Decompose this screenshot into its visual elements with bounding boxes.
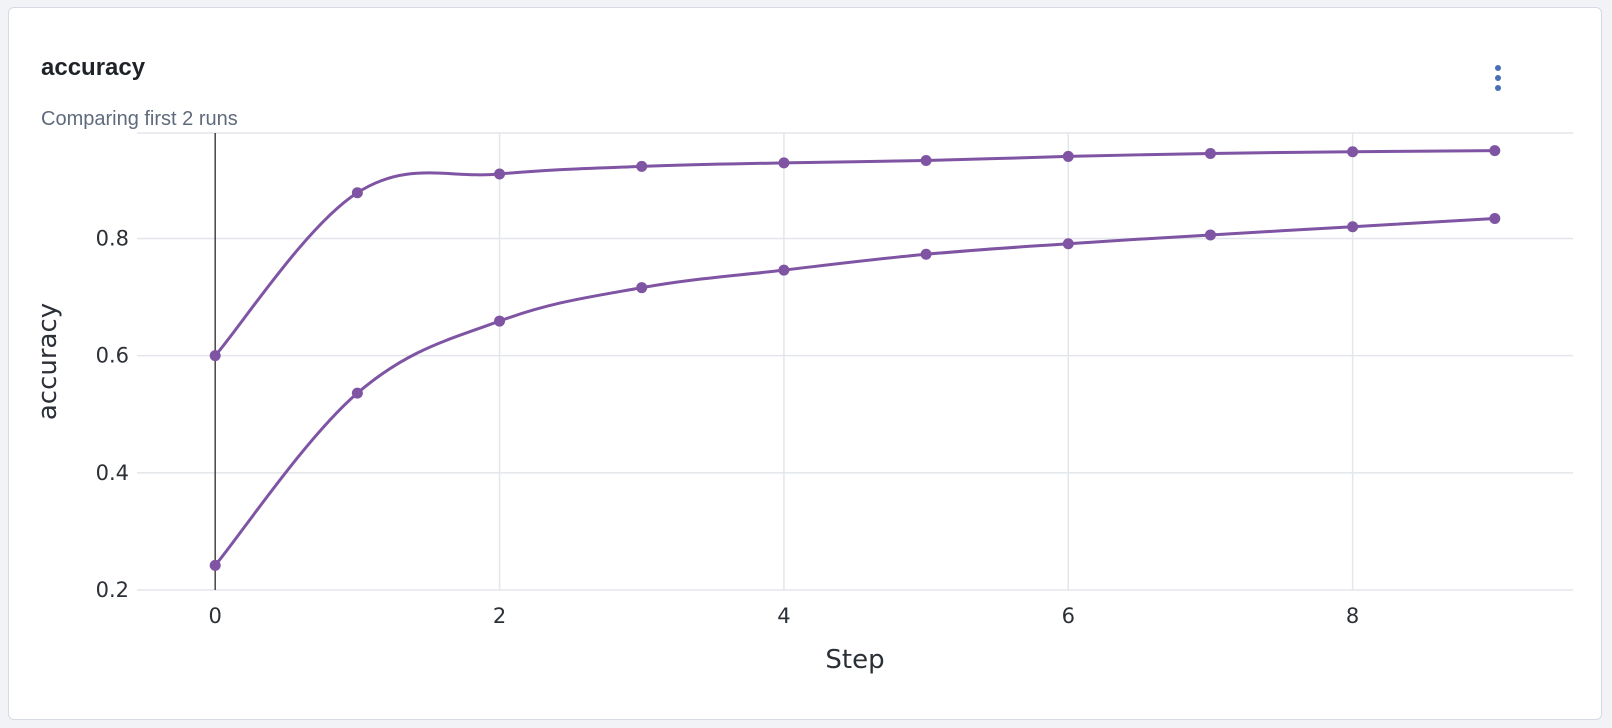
data-point bbox=[351, 387, 363, 399]
more-options-button[interactable] bbox=[1481, 58, 1515, 98]
data-point bbox=[1347, 146, 1359, 158]
more-vertical-icon-dot bbox=[1495, 75, 1501, 81]
data-point bbox=[1204, 148, 1216, 160]
series-lines bbox=[209, 145, 1501, 571]
data-point bbox=[494, 168, 506, 180]
tick-labels: 0.2 0.4 0.6 0.8 0 2 4 6 8 bbox=[96, 226, 1360, 628]
x-tick-label: 6 bbox=[1062, 604, 1075, 628]
y-tick-label: 0.4 bbox=[96, 461, 129, 485]
data-point bbox=[1062, 150, 1074, 162]
series-line-1 bbox=[213, 149, 1497, 358]
data-point bbox=[1489, 145, 1501, 157]
y-tick-label: 0.2 bbox=[96, 578, 129, 602]
more-vertical-icon bbox=[1495, 65, 1501, 71]
data-point bbox=[209, 350, 221, 362]
data-point bbox=[1489, 213, 1501, 225]
y-tick-label: 0.6 bbox=[96, 344, 129, 368]
data-point bbox=[778, 264, 790, 276]
y-tick-label: 0.8 bbox=[96, 226, 129, 250]
data-point bbox=[920, 155, 932, 167]
data-point bbox=[1204, 229, 1216, 241]
grid-lines bbox=[137, 132, 1573, 591]
panel-title: accuracy bbox=[41, 54, 146, 81]
x-tick-label: 8 bbox=[1346, 604, 1359, 628]
x-tick-label: 2 bbox=[493, 604, 506, 628]
data-point bbox=[494, 315, 506, 327]
data-point bbox=[636, 282, 648, 294]
x-axis-title: Step bbox=[825, 645, 884, 675]
y-axis-title: accuracy bbox=[33, 303, 63, 420]
data-point bbox=[920, 248, 932, 260]
panel-subtitle: Comparing first 2 runs bbox=[41, 108, 238, 130]
data-point bbox=[778, 157, 790, 169]
more-vertical-icon-dot bbox=[1495, 85, 1501, 91]
data-point bbox=[209, 559, 221, 571]
data-point bbox=[351, 187, 363, 199]
series-line-2 bbox=[213, 217, 1497, 567]
x-tick-label: 0 bbox=[209, 604, 222, 628]
data-point bbox=[1347, 221, 1359, 233]
data-point bbox=[1062, 238, 1074, 250]
data-point bbox=[636, 160, 648, 172]
chart-panel: accuracy Comparing first 2 runs bbox=[8, 7, 1602, 720]
x-tick-label: 4 bbox=[777, 604, 790, 628]
